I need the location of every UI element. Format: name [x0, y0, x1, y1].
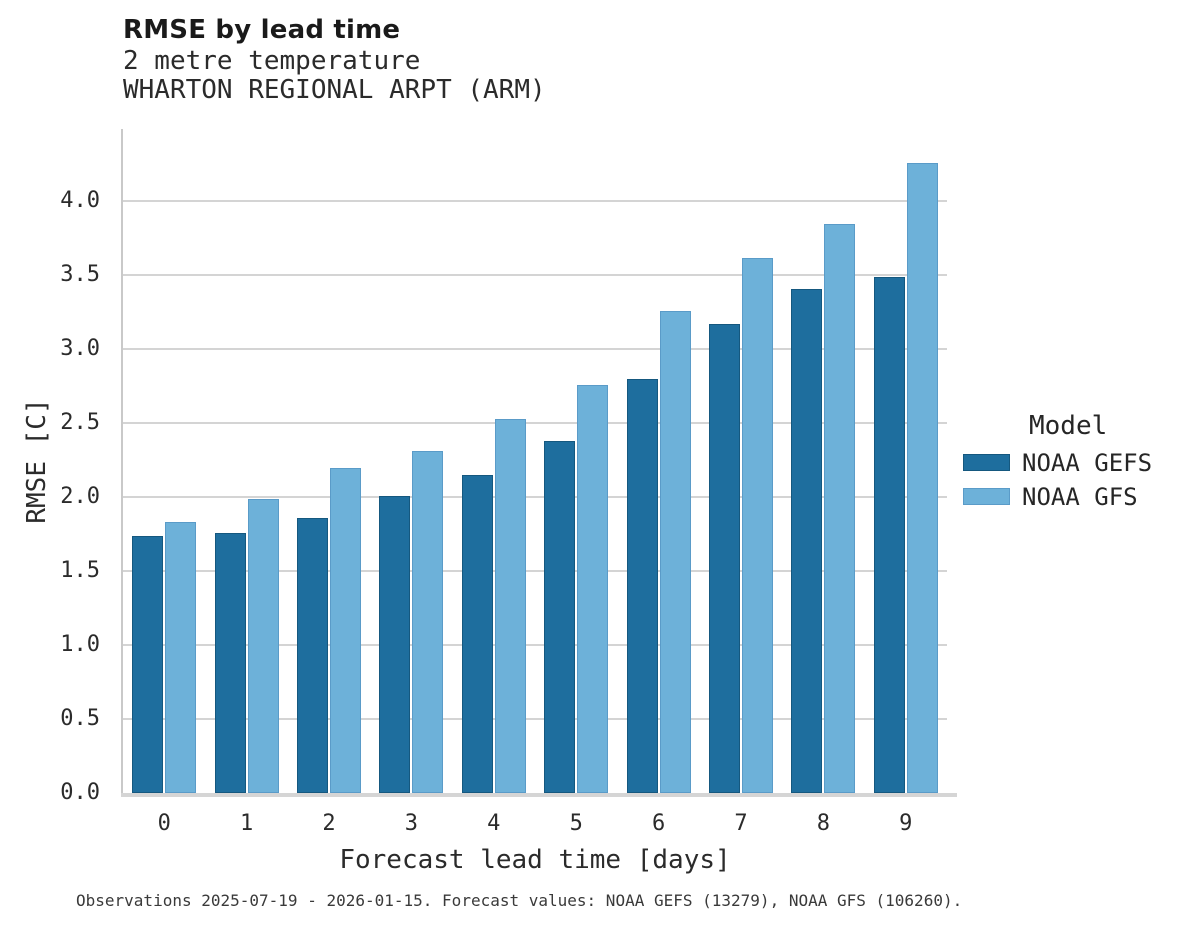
legend-item-noaa-gefs: NOAA GEFS [963, 449, 1188, 477]
x-tick-label-8: 8 [816, 811, 831, 836]
gridline-y-2.0 [123, 496, 947, 498]
x-axis-spine [121, 793, 957, 797]
bar-noaa-gfs-lead-2 [330, 468, 362, 793]
bar-group-lead-3 [370, 129, 452, 793]
y-tick-label-4.0: 4.0 [60, 188, 100, 213]
bar-noaa-gefs-lead-9 [873, 277, 905, 793]
chart-title: RMSE by lead time [123, 15, 401, 45]
y-tick-label-3.5: 3.5 [60, 262, 100, 287]
legend-swatch-icon [963, 454, 1010, 471]
legend-label: NOAA GEFS [1022, 448, 1153, 477]
bar-group-lead-8 [782, 129, 864, 793]
x-tick-label-4: 4 [487, 811, 501, 836]
bar-noaa-gfs-lead-8 [824, 224, 856, 793]
bar-group-lead-1 [205, 129, 287, 793]
y-axis-title: RMSE [C] [22, 398, 52, 524]
bar-noaa-gefs-lead-1 [214, 533, 246, 793]
x-axis-tick-labels: 0 1 2 3 4 5 6 7 8 9 [123, 811, 947, 839]
chart-header: RMSE by lead time 2 metre temperature WH… [123, 14, 546, 104]
y-tick-label-1.5: 1.5 [60, 558, 100, 583]
gridline-y-3.0 [123, 348, 947, 350]
chart-subtitle-station: WHARTON REGIONAL ARPT (ARM) [123, 74, 546, 105]
legend-swatch-icon [963, 488, 1010, 505]
bar-noaa-gefs-lead-0 [132, 536, 164, 793]
bar-noaa-gfs-lead-4 [494, 419, 526, 793]
bar-noaa-gfs-lead-0 [165, 522, 197, 793]
y-tick-label-2.5: 2.5 [60, 410, 100, 435]
bar-noaa-gfs-lead-9 [906, 163, 938, 793]
y-tick-label-1.0: 1.0 [60, 632, 100, 657]
bar-series-container [123, 129, 947, 793]
bar-group-lead-2 [288, 129, 370, 793]
gridline-y-3.5 [123, 274, 947, 276]
x-tick-label-3: 3 [404, 811, 419, 836]
bar-noaa-gefs-lead-3 [379, 496, 411, 793]
bar-noaa-gfs-lead-6 [659, 311, 691, 793]
legend-title: Model [1029, 411, 1108, 441]
footer-caption: Observations 2025-07-19 - 2026-01-15. Fo… [76, 891, 963, 910]
x-tick-label-5: 5 [569, 811, 583, 836]
bar-noaa-gefs-lead-5 [544, 441, 576, 793]
bar-group-lead-9 [865, 129, 947, 793]
x-axis-title: Forecast lead time [days] [339, 845, 731, 875]
x-tick-label-7: 7 [734, 811, 748, 836]
x-tick-label-9: 9 [899, 811, 913, 836]
bar-noaa-gefs-lead-4 [461, 475, 493, 793]
x-tick-label-0: 0 [157, 811, 171, 836]
x-tick-label-6: 6 [651, 811, 666, 836]
legend: Model NOAA GEFS NOAA GFS [963, 412, 1188, 522]
bar-group-lead-0 [123, 129, 205, 793]
chart-subtitle-variable: 2 metre temperature [123, 46, 421, 76]
legend-item-noaa-gfs: NOAA GFS [963, 483, 1188, 511]
gridline-y-0.5 [123, 718, 947, 720]
bar-group-lead-7 [700, 129, 782, 793]
y-axis-tick-labels: 0.0 0.5 1.0 1.5 2.0 2.5 3.0 3.5 4.0 [0, 129, 100, 805]
y-tick-label-0.0: 0.0 [60, 780, 100, 805]
bar-noaa-gfs-lead-7 [742, 258, 774, 793]
y-tick-label-2.0: 2.0 [60, 484, 100, 509]
bar-group-lead-4 [453, 129, 535, 793]
legend-items: NOAA GEFS NOAA GFS [963, 449, 1188, 511]
bar-noaa-gfs-lead-5 [577, 385, 609, 793]
plot-area [121, 129, 957, 797]
y-tick-label-3.0: 3.0 [60, 336, 100, 361]
y-axis-spine [121, 129, 123, 795]
gridline-y-1.0 [123, 644, 947, 646]
bar-noaa-gefs-lead-2 [297, 518, 329, 793]
bar-noaa-gfs-lead-1 [247, 499, 279, 793]
bar-noaa-gfs-lead-3 [412, 451, 444, 793]
gridline-y-4.0 [123, 200, 947, 202]
bar-group-lead-6 [617, 129, 699, 793]
bar-noaa-gefs-lead-8 [791, 289, 823, 793]
x-tick-label-2: 2 [322, 811, 336, 836]
gridline-y-2.5 [123, 422, 947, 424]
bar-noaa-gefs-lead-6 [626, 379, 658, 793]
gridline-y-1.5 [123, 570, 947, 572]
y-tick-label-0.5: 0.5 [60, 706, 100, 731]
x-tick-label-1: 1 [239, 811, 254, 836]
legend-label: NOAA GFS [1022, 482, 1138, 511]
bar-noaa-gefs-lead-7 [709, 324, 741, 793]
bar-group-lead-5 [535, 129, 617, 793]
